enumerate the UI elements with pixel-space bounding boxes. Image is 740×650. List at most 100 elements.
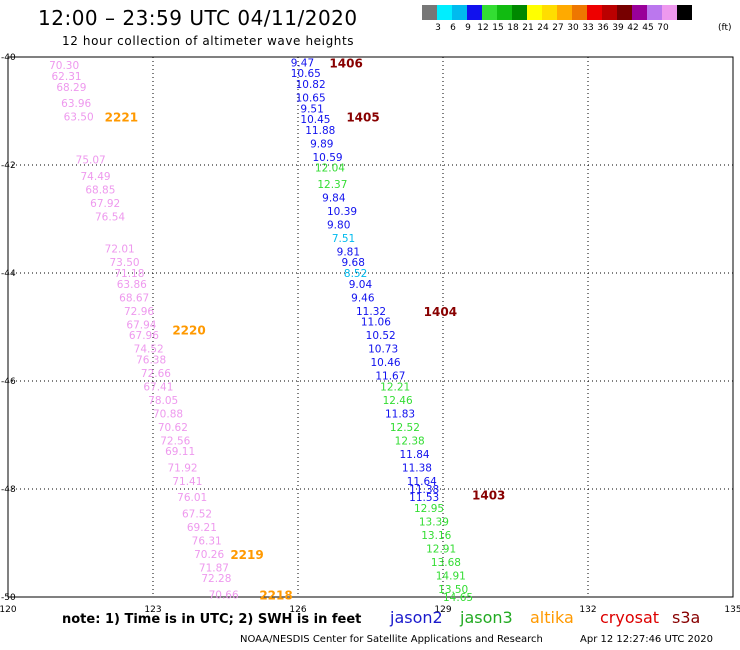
chart-subtitle: 12 hour collection of altimeter wave hei… bbox=[62, 34, 355, 48]
wave-height-value: 70.30 bbox=[49, 60, 79, 72]
wave-height-value: 70.66 bbox=[209, 589, 239, 601]
color-swatch bbox=[602, 5, 617, 20]
wave-height-value: 67.41 bbox=[143, 381, 173, 393]
satellite-label-jason2: jason2 bbox=[390, 608, 443, 627]
color-swatch bbox=[482, 5, 497, 20]
wave-height-value: 10.52 bbox=[366, 330, 396, 342]
wave-height-value: 9.84 bbox=[322, 192, 346, 204]
wave-height-value: 10.46 bbox=[371, 357, 401, 369]
wave-height-value: 76.31 bbox=[192, 535, 222, 547]
wave-height-value: 74.52 bbox=[134, 344, 164, 356]
color-scale-unit: (ft) bbox=[718, 23, 732, 33]
pass-time-label: 1404 bbox=[424, 305, 457, 319]
color-swatch bbox=[617, 5, 632, 20]
wave-height-value: 14.91 bbox=[436, 570, 466, 582]
wave-height-value: 67.92 bbox=[90, 198, 120, 210]
color-scale-label: 6 bbox=[450, 23, 456, 33]
pass-time-label: 1406 bbox=[329, 56, 362, 70]
y-tick-label: -50 bbox=[1, 593, 16, 603]
wave-height-value: 67.96 bbox=[129, 330, 159, 342]
wave-height-value: 14.65 bbox=[443, 592, 473, 604]
wave-height-value: 76.54 bbox=[95, 211, 125, 223]
wave-height-value: 76.01 bbox=[177, 492, 207, 504]
wave-height-value: 12.38 bbox=[395, 435, 425, 447]
credit-line: NOAA/NESDIS Center for Satellite Applica… bbox=[240, 634, 543, 645]
wave-height-value: 67.94 bbox=[126, 319, 156, 331]
pass-time-label: 1405 bbox=[346, 110, 379, 124]
color-scale-label: 33 bbox=[582, 23, 594, 33]
y-tick-label: -40 bbox=[1, 53, 16, 63]
wave-height-value: 11.88 bbox=[305, 125, 335, 137]
wave-height-value: 13.50 bbox=[438, 584, 468, 596]
color-scale-label: 30 bbox=[567, 23, 579, 33]
wave-height-value: 68.29 bbox=[56, 82, 86, 94]
color-scale-label: 12 bbox=[477, 23, 489, 33]
color-scale-label: 70 bbox=[657, 23, 669, 33]
pass-time-label: 2221 bbox=[105, 110, 138, 124]
color-swatch bbox=[572, 5, 587, 20]
color-scale-label: 18 bbox=[507, 23, 519, 33]
color-scale-label: 45 bbox=[642, 23, 654, 33]
color-scale-label: 24 bbox=[537, 23, 549, 33]
wave-height-value: 10.39 bbox=[327, 206, 357, 218]
wave-height-value: 71.41 bbox=[172, 476, 202, 488]
wave-height-value: 11.67 bbox=[375, 371, 405, 383]
satellite-label-cryosat: cryosat bbox=[600, 608, 660, 627]
wave-height-value: 11.38 bbox=[402, 462, 432, 474]
wave-height-value: 69.11 bbox=[165, 446, 195, 458]
footnote: note: 1) Time is in UTC; 2) SWH is in fe… bbox=[62, 612, 362, 627]
wave-height-value: 76.38 bbox=[136, 354, 166, 366]
wave-height-value: 11.53 bbox=[409, 492, 439, 504]
color-swatch bbox=[497, 5, 512, 20]
color-scale-label: 42 bbox=[627, 23, 639, 33]
y-tick-label: -46 bbox=[1, 377, 16, 387]
wave-height-value: 70.26 bbox=[194, 549, 224, 561]
wave-height-value: 71.87 bbox=[199, 562, 229, 574]
wave-height-value: 10.82 bbox=[296, 79, 326, 91]
color-scale-label: 39 bbox=[612, 23, 624, 33]
color-swatch bbox=[557, 5, 572, 20]
y-tick-label: -44 bbox=[1, 269, 16, 279]
wave-height-value: 63.86 bbox=[117, 279, 147, 291]
wave-height-value: 63.50 bbox=[64, 111, 94, 123]
color-swatch bbox=[437, 5, 452, 20]
color-scale-label: 15 bbox=[492, 23, 504, 33]
wave-height-value: 10.73 bbox=[368, 344, 398, 356]
color-swatch bbox=[527, 5, 542, 20]
pass-time-label: 1403 bbox=[472, 488, 505, 502]
wave-height-value: 11.84 bbox=[400, 449, 430, 461]
wave-height-value: 75.07 bbox=[76, 155, 106, 167]
wave-height-value: 68.67 bbox=[119, 292, 149, 304]
wave-height-value: 9.80 bbox=[327, 219, 350, 231]
wave-height-value: 72.01 bbox=[105, 244, 135, 256]
wave-height-value: 9.46 bbox=[351, 292, 375, 304]
color-swatch bbox=[677, 5, 692, 20]
wave-height-value: 62.31 bbox=[52, 71, 82, 83]
wave-height-value: 68.85 bbox=[85, 184, 115, 196]
satellite-label-jason3: jason3 bbox=[460, 608, 513, 627]
wave-height-value: 11.83 bbox=[385, 408, 415, 420]
color-swatch bbox=[647, 5, 662, 20]
x-tick-label: 123 bbox=[144, 605, 161, 615]
wave-height-value: 70.62 bbox=[158, 422, 188, 434]
wave-height-value: 9.04 bbox=[349, 279, 373, 291]
x-tick-label: 132 bbox=[579, 605, 596, 615]
color-swatch bbox=[452, 5, 467, 20]
wave-height-value: 72.56 bbox=[160, 435, 190, 447]
satellite-label-altika: altika bbox=[530, 608, 574, 627]
pass-time-label: 2218 bbox=[259, 588, 292, 602]
wave-height-value: 12.04 bbox=[315, 163, 345, 175]
color-swatch bbox=[512, 5, 527, 20]
x-tick-label: 126 bbox=[289, 605, 306, 615]
wave-height-value: 9.89 bbox=[310, 138, 333, 150]
wave-height-value: 10.65 bbox=[291, 68, 321, 80]
wave-height-value: 7.51 bbox=[332, 233, 355, 245]
wave-height-value: 9.68 bbox=[342, 257, 365, 269]
wave-height-value: 13.68 bbox=[431, 557, 461, 569]
wave-height-value: 69.21 bbox=[187, 522, 217, 534]
wave-height-value: 12.21 bbox=[380, 381, 410, 393]
wave-height-value: 74.49 bbox=[81, 171, 111, 183]
satellite-label-s3a: s3a bbox=[672, 608, 701, 627]
wave-height-value: 9.51 bbox=[300, 103, 323, 115]
